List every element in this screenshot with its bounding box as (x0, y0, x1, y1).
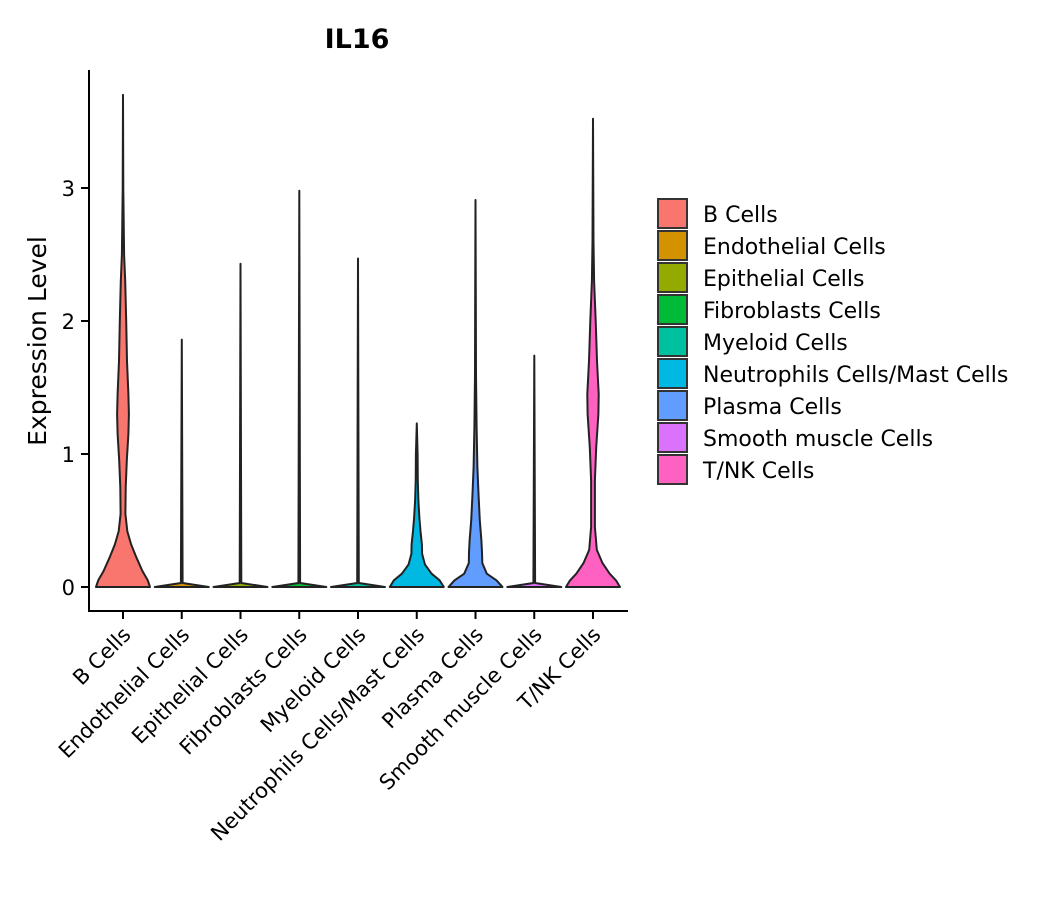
y-axis-ticks: 0 1 2 3 (62, 177, 89, 600)
legend-key (657, 230, 688, 261)
x-tick-label: Plasma Cells (377, 623, 488, 734)
violins-group (95, 93, 621, 588)
legend: B Cells Endothelial Cells Epithelial Cells… (657, 198, 1008, 485)
violin-plasma-cells (447, 199, 504, 588)
legend-label: B Cells (703, 203, 778, 228)
x-tick-label: Neutrophils Cells/Mast Cells (206, 623, 429, 846)
y-tick-label: 2 (62, 310, 75, 334)
legend-key (657, 358, 688, 389)
legend-label: Neutrophils Cells/Mast Cells (703, 363, 1008, 388)
violin-endothelial-cells (153, 338, 210, 588)
legend-key (657, 198, 688, 229)
violin-myeloid-cells (330, 257, 386, 588)
legend-label: Endothelial Cells (703, 235, 886, 260)
violin-neutrophils-cells-mast-cells (388, 422, 445, 588)
y-tick-label: 3 (62, 177, 75, 201)
legend-label: Epithelial Cells (703, 267, 864, 292)
legend-key (657, 326, 688, 357)
legend-key (657, 422, 688, 453)
y-axis-title: Expression Level (23, 236, 52, 446)
legend-key (657, 390, 688, 421)
legend-key (657, 262, 688, 293)
chart-title: IL16 (325, 24, 390, 55)
legend-label: Plasma Cells (703, 395, 842, 420)
legend-key (657, 454, 688, 485)
violin-b-cells (95, 93, 151, 588)
y-tick-label: 1 (62, 443, 75, 467)
legend-label: Smooth muscle Cells (703, 427, 933, 452)
violin-smooth-muscle-cells (506, 354, 563, 588)
y-tick-label: 0 (62, 576, 75, 600)
violin-t-nk-cells (565, 117, 621, 588)
legend-label: T/NK Cells (702, 459, 814, 484)
violin-fibroblasts-cells (271, 189, 328, 588)
legend-label: Fibroblasts Cells (703, 299, 881, 324)
legend-label: Myeloid Cells (703, 331, 848, 356)
legend-key (657, 294, 688, 325)
violin-epithelial-cells (212, 262, 269, 588)
x-tick-label: Myeloid Cells (256, 623, 371, 738)
